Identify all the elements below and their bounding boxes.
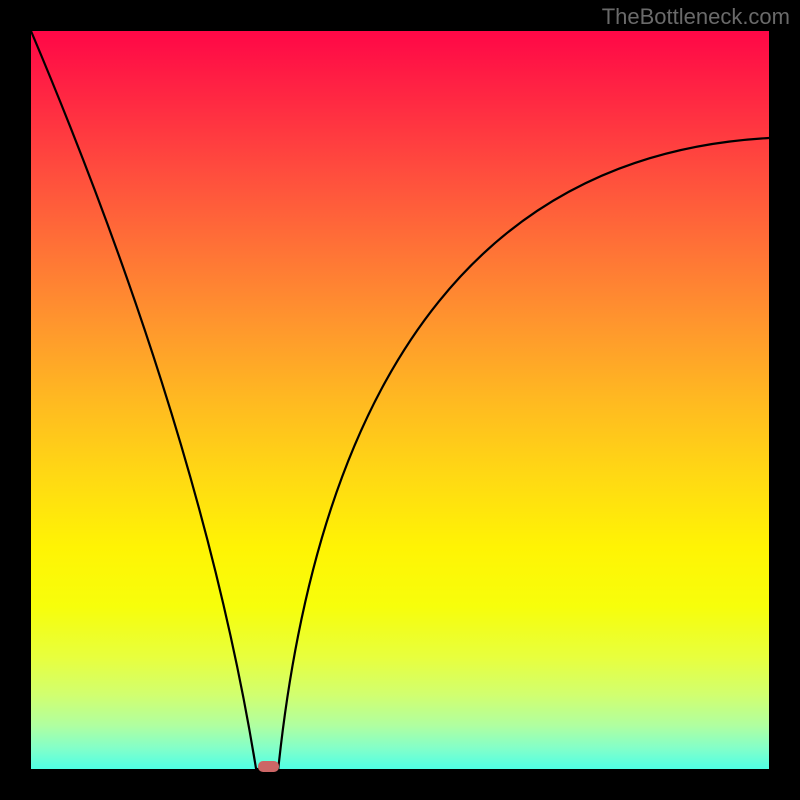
chart-container: TheBottleneck.com — [0, 0, 800, 800]
bottleneck-curve — [0, 0, 800, 800]
watermark-text: TheBottleneck.com — [602, 4, 790, 30]
optimal-marker — [258, 761, 279, 772]
